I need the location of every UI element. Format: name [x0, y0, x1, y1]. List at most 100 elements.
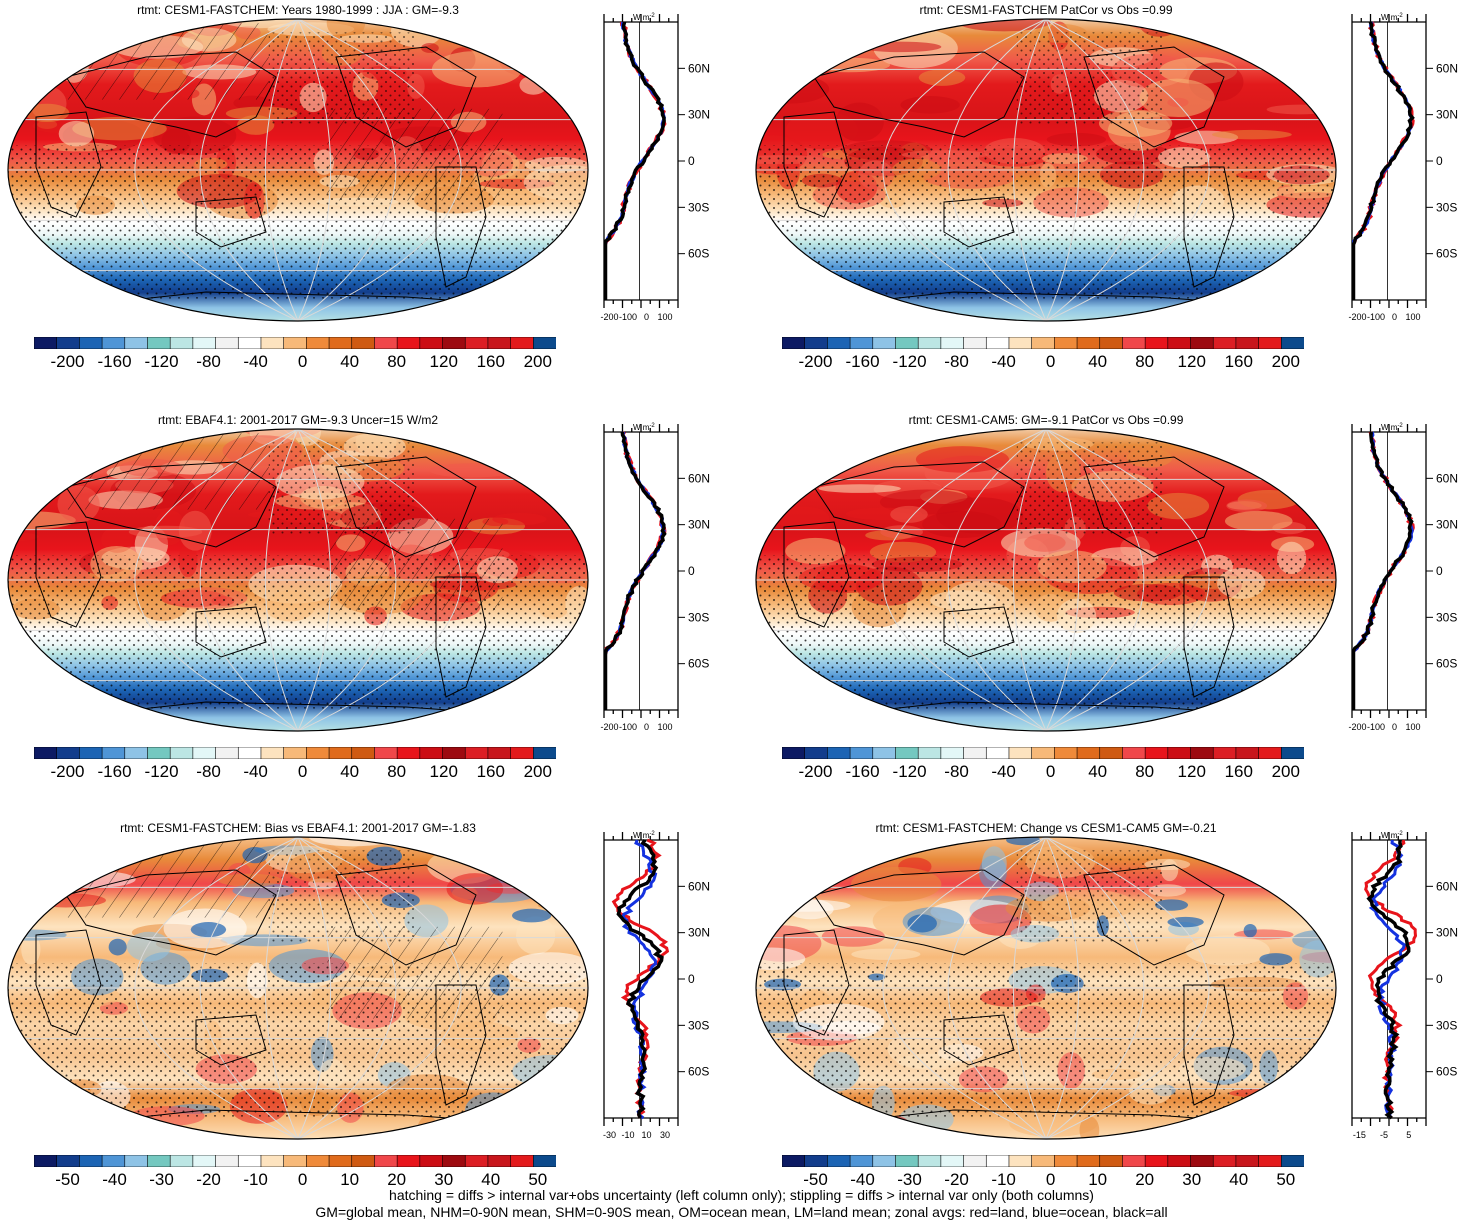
colorbar-label: 30	[1182, 1170, 1202, 1189]
colorbar-label: -80	[944, 762, 969, 781]
colorbar-label: -40	[243, 352, 268, 371]
zonal-mean-plot: 60N 30N 0 30S 60S W m-2 -15 -5 5	[1351, 831, 1458, 1140]
colorbar-label: -160	[845, 352, 880, 371]
colorbar-label: 40	[1088, 762, 1108, 781]
colorbar-label: 20	[387, 1170, 407, 1189]
colorbar-label: 0	[1045, 352, 1056, 371]
colorbar-label: 160	[476, 352, 505, 371]
zonal-unit-label: W m-2	[633, 831, 655, 840]
colorbar-label: -160	[97, 762, 132, 781]
colorbar-label: 80	[1135, 352, 1155, 371]
map-title: rtmt: CESM1-CAM5: GM=-9.1 PatCor vs Obs …	[908, 413, 1184, 427]
map-title: rtmt: CESM1-FASTCHEM: Change vs CESM1-CA…	[875, 821, 1217, 835]
zonal-x-tick: 30	[660, 1130, 670, 1140]
colorbar-label: -80	[944, 352, 969, 371]
colorbar-label: -120	[892, 762, 927, 781]
colorbar-label: 40	[340, 762, 360, 781]
colorbar-label: 160	[1224, 762, 1253, 781]
zonal-lat-label: 30S	[1436, 610, 1457, 624]
colorbar-label: 120	[1177, 762, 1206, 781]
map-title: rtmt: CESM1-FASTCHEM: Years 1980-1999 : …	[137, 3, 459, 17]
map-field	[756, 837, 1336, 1139]
zonal-x-tick: 0	[644, 722, 649, 732]
colorbar-label: -40	[243, 762, 268, 781]
map-panel: rtmt: CESM1-CAM5: GM=-9.1 PatCor vs Obs …	[748, 410, 1483, 810]
zonal-x-tick: -100	[1367, 312, 1385, 322]
colorbar	[34, 337, 556, 349]
zonal-lat-label: 60N	[688, 61, 710, 75]
zonal-x-tick: 0	[1392, 722, 1397, 732]
zonal-unit-label: W m-2	[1381, 423, 1403, 432]
zonal-x-tick: 100	[1406, 312, 1421, 322]
zonal-lat-label: 30S	[688, 610, 709, 624]
zonal-lat-label: 60N	[1436, 879, 1458, 893]
zonal-line-land	[1364, 839, 1418, 1120]
colorbar-label: 80	[387, 352, 407, 371]
colorbar-label: 10	[340, 1170, 360, 1189]
zonal-lat-label: 60N	[688, 879, 710, 893]
zonal-lat-label: 60S	[688, 657, 709, 671]
colorbar-label: 200	[1271, 762, 1300, 781]
colorbar-label: -200	[798, 352, 833, 371]
colorbar	[34, 747, 556, 759]
colorbar-label: 120	[429, 762, 458, 781]
colorbar-label: -10	[991, 1170, 1016, 1189]
colorbar-label: 20	[1135, 1170, 1155, 1189]
colorbar	[782, 1155, 1304, 1167]
colorbar-label: 80	[1135, 762, 1155, 781]
colorbar-label: 40	[340, 352, 360, 371]
colorbar-label: 200	[1271, 352, 1300, 371]
map-field	[8, 429, 588, 731]
colorbar-label: -50	[803, 1170, 828, 1189]
zonal-lat-label: 60S	[688, 1065, 709, 1079]
colorbar-label: 0	[297, 762, 308, 781]
colorbar-label: -10	[243, 1170, 268, 1189]
zonal-mean-plot: 60N 30N 0 30S 60S W m-2 -200 -100 0 100	[1349, 423, 1458, 732]
colorbar-label: -200	[50, 762, 85, 781]
zonal-x-tick: 0	[644, 312, 649, 322]
zonal-lat-label: 30N	[1436, 926, 1458, 940]
zonal-lat-label: 60N	[1436, 471, 1458, 485]
map-field	[756, 429, 1336, 731]
colorbar	[34, 1155, 556, 1167]
colorbar-label: -120	[892, 352, 927, 371]
colorbar-label: -200	[798, 762, 833, 781]
zonal-lat-label: 60S	[1436, 657, 1457, 671]
colorbar	[782, 747, 1304, 759]
zonal-lat-label: 30N	[1436, 108, 1458, 122]
world-map	[755, 836, 1337, 1140]
zonal-lat-label: 30N	[1436, 518, 1458, 532]
zonal-lat-label: 30S	[1436, 1018, 1457, 1032]
colorbar-label: -200	[50, 352, 85, 371]
zonal-x-tick: -30	[603, 1130, 616, 1140]
colorbar-label: -160	[845, 762, 880, 781]
world-map	[7, 428, 589, 732]
world-map	[755, 18, 1337, 322]
zonal-x-tick: -200	[601, 722, 619, 732]
zonal-lat-label: 30S	[688, 200, 709, 214]
zonal-lat-label: 60N	[688, 471, 710, 485]
zonal-line-all	[603, 21, 666, 300]
colorbar-label: 50	[528, 1170, 548, 1189]
colorbar-label: 40	[1088, 352, 1108, 371]
zonal-lat-label: 60N	[1436, 61, 1458, 75]
zonal-x-tick: -100	[619, 722, 637, 732]
map-panel: rtmt: CESM1-FASTCHEM: Years 1980-1999 : …	[0, 0, 735, 400]
colorbar-label: -40	[102, 1170, 127, 1189]
colorbar-label: -30	[149, 1170, 174, 1189]
zonal-mean-plot: 60N 30N 0 30S 60S W m-2 -30 -10 10 30	[603, 831, 710, 1140]
zonal-line-all	[1351, 431, 1414, 710]
zonal-x-tick: 100	[658, 312, 673, 322]
zonal-lat-label: 0	[688, 564, 695, 578]
colorbar-label: 0	[297, 352, 308, 371]
world-map	[7, 18, 589, 322]
zonal-x-tick: -200	[1349, 312, 1367, 322]
zonal-x-tick: -100	[1367, 722, 1385, 732]
colorbar-label: -40	[850, 1170, 875, 1189]
colorbar-label: -120	[144, 762, 179, 781]
colorbar-label: 120	[1177, 352, 1206, 371]
colorbar-label: -160	[97, 352, 132, 371]
zonal-x-tick: -5	[1380, 1130, 1388, 1140]
colorbar-label: 120	[429, 352, 458, 371]
map-title: rtmt: CESM1-FASTCHEM PatCor vs Obs =0.99	[919, 3, 1173, 17]
